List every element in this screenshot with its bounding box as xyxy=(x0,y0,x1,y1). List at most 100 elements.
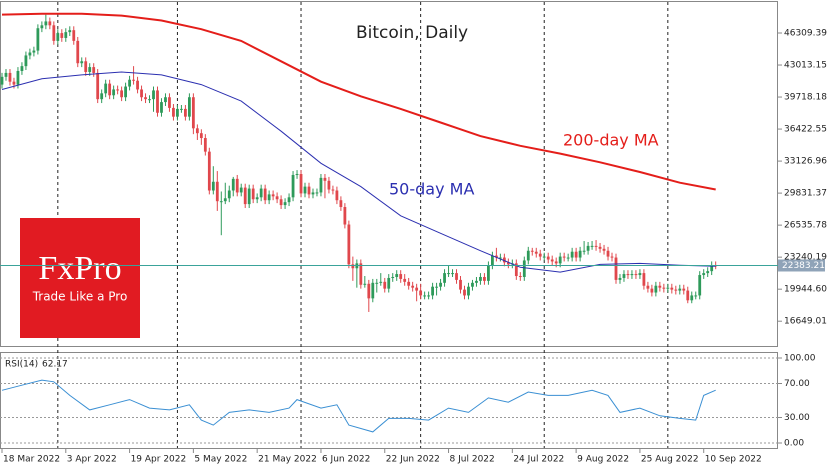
candle-body xyxy=(514,263,518,277)
y-tick-label: 29831.37 xyxy=(784,189,827,199)
logo-box xyxy=(20,218,140,338)
candle-body xyxy=(295,173,299,175)
candle-body xyxy=(136,80,139,90)
candle-body xyxy=(494,255,498,258)
candle-body xyxy=(387,277,391,289)
candle-body xyxy=(247,188,251,205)
candle-body xyxy=(487,265,490,281)
candle-body xyxy=(68,30,72,33)
candle-body xyxy=(335,190,339,201)
candle-body xyxy=(419,290,423,296)
candle-body xyxy=(546,256,550,260)
rsi-title: RSI(14) xyxy=(5,360,38,370)
candle-body xyxy=(706,271,710,274)
candle-body xyxy=(690,295,694,301)
candle-body xyxy=(463,289,466,296)
y-tick-label: 23240.19 xyxy=(784,253,827,263)
candle-body xyxy=(283,202,287,206)
candle-body xyxy=(431,286,434,296)
candle-body xyxy=(451,273,454,275)
candle-body xyxy=(459,279,462,290)
candle-body xyxy=(88,67,92,72)
x-tick-label: 5 May 2022 xyxy=(194,455,247,465)
candle-body xyxy=(311,192,315,195)
candle-body xyxy=(498,257,502,259)
y-tick-label: 19944.60 xyxy=(784,285,827,295)
candle-body xyxy=(84,61,88,72)
candle-body xyxy=(116,89,120,91)
candle-body xyxy=(526,250,530,261)
candle-body xyxy=(590,245,594,247)
candle-body xyxy=(614,257,618,280)
candle-body xyxy=(303,186,307,194)
candle-body xyxy=(259,188,263,198)
candle-body xyxy=(439,282,442,287)
candle-body xyxy=(231,178,235,191)
x-tick-label: 22 Jun 2022 xyxy=(386,455,440,465)
candle-body xyxy=(64,32,68,38)
candle-body xyxy=(686,290,690,301)
moving-average xyxy=(1,12,716,191)
candle-body xyxy=(327,180,331,190)
candle-body xyxy=(626,274,630,276)
candle-body xyxy=(351,264,355,269)
candle-body xyxy=(40,25,44,29)
y-tick-label: 30.00 xyxy=(784,413,810,423)
candle-body xyxy=(339,200,343,208)
candle-body xyxy=(140,89,143,98)
candle-body xyxy=(251,188,255,200)
candle-body xyxy=(164,97,167,103)
candle-body xyxy=(76,40,80,64)
candle-body xyxy=(92,67,96,73)
candle-body xyxy=(28,52,32,56)
candle-body xyxy=(271,194,275,197)
candle-body xyxy=(666,287,670,289)
candle-body xyxy=(56,33,60,41)
y-tick-label: 36422.55 xyxy=(784,125,827,135)
candle-body xyxy=(483,276,486,281)
y-tick-label: 100.00 xyxy=(784,354,816,364)
candle-body xyxy=(610,256,614,258)
candle-body xyxy=(491,255,494,266)
candle-body xyxy=(199,133,203,139)
y-tick-label: 70.00 xyxy=(784,379,810,389)
candle-body xyxy=(96,72,100,100)
candle-body xyxy=(156,90,159,113)
rsi-value: 62.17 xyxy=(42,360,68,370)
candle-body xyxy=(211,181,215,191)
candle-body xyxy=(60,33,64,38)
candle-body xyxy=(184,108,187,117)
candle-body xyxy=(239,187,243,193)
y-tick-label: 0.00 xyxy=(784,439,804,449)
candle-body xyxy=(176,108,179,117)
candle-body xyxy=(554,261,558,264)
candle-body xyxy=(710,265,714,272)
candle-body xyxy=(207,151,211,191)
candle-body xyxy=(132,79,135,81)
candle-body xyxy=(279,199,283,206)
y-tick-label: 26535.78 xyxy=(784,221,827,231)
candle-body xyxy=(291,174,295,198)
candle-body xyxy=(219,201,223,203)
candle-body xyxy=(80,61,84,64)
candle-body xyxy=(72,30,76,41)
candle-body xyxy=(698,275,702,296)
y-tick-label: 46309.39 xyxy=(784,29,827,39)
candle-body xyxy=(144,97,147,100)
candle-body xyxy=(674,289,678,291)
x-tick-label: 21 May 2022 xyxy=(258,455,317,465)
logo: FxPro Trade Like a Pro xyxy=(20,218,140,338)
candle-body xyxy=(542,256,546,258)
candle-body xyxy=(44,21,48,26)
candle-body xyxy=(203,138,207,152)
candle-body xyxy=(479,276,482,281)
candle-body xyxy=(682,288,686,291)
candle-body xyxy=(618,277,622,280)
candle-body xyxy=(423,295,427,297)
candle-body xyxy=(195,128,199,134)
candle-body xyxy=(586,245,590,251)
candle-body xyxy=(383,281,387,289)
candle-body xyxy=(574,251,578,258)
candle-body xyxy=(395,274,399,277)
